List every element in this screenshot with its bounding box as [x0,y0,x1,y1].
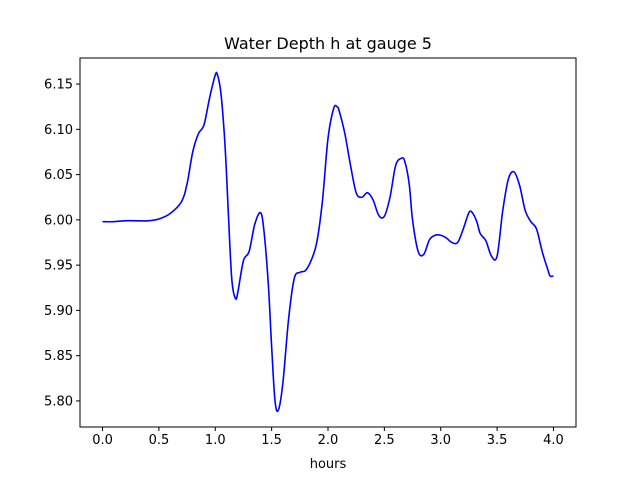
x-tick-label: 3.5 [487,433,508,448]
series-line-0 [102,71,554,413]
plot-area [102,71,554,413]
x-tick-label: 3.0 [430,433,451,448]
x-tick-label: 4.0 [543,433,564,448]
y-tick-label: 6.00 [44,213,73,228]
x-axis-label: hours [310,457,347,472]
y-tick-label: 5.95 [44,259,73,274]
y-tick-label: 6.05 [44,168,73,183]
x-tick-label: 2.0 [318,433,339,448]
x-tick-label: 0.0 [92,433,113,448]
x-tick-label: 2.5 [374,433,395,448]
y-tick-label: 5.80 [44,394,73,409]
y-tick-label: 6.15 [44,78,73,93]
y-tick-label: 6.10 [44,123,73,138]
y-tick-label: 5.85 [44,349,73,364]
y-axis: 5.80 5.85 5.90 5.95 6.00 6.05 6.10 6.15 [44,78,80,409]
x-tick-label: 1.5 [261,433,282,448]
x-tick-label: 0.5 [149,433,170,448]
x-axis: 0.0 0.5 1.0 1.5 2.0 2.5 3.0 3.5 4.0 [92,427,564,448]
plot-frame [79,57,577,428]
chart-title: Water Depth h at gauge 5 [224,34,432,53]
x-tick-label: 1.0 [205,433,226,448]
y-tick-label: 5.90 [44,304,73,319]
